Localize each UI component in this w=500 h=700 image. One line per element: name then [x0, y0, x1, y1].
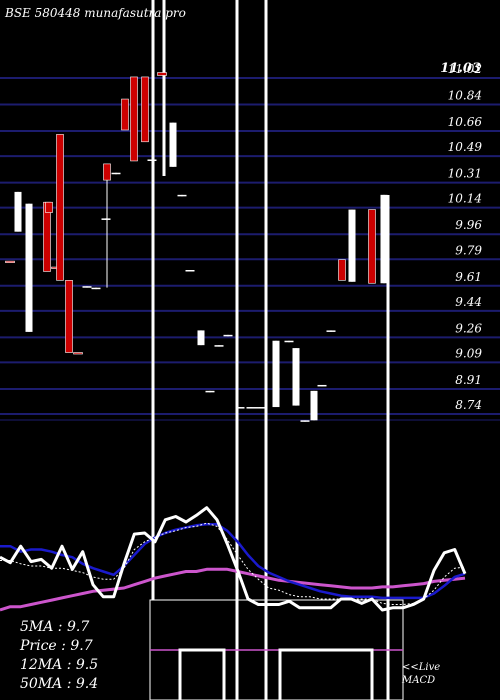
- candle-body: [45, 201, 53, 213]
- y-tick-label: 10.31: [448, 167, 482, 181]
- candle-body: [235, 407, 245, 409]
- candle-body: [5, 260, 15, 263]
- macd-bar: [278, 648, 374, 700]
- moving-averages: [0, 506, 467, 612]
- candle-body: [121, 98, 129, 131]
- candle-body: [130, 76, 138, 162]
- ma-slow-line: [0, 567, 466, 612]
- candle-body: [177, 194, 187, 197]
- y-tick-label: 10.49: [448, 140, 483, 154]
- legend-ma12: 12MA : 9.5: [20, 657, 98, 673]
- y-tick-label: 8.74: [455, 398, 482, 412]
- y-tick-label: 9.96: [455, 218, 482, 232]
- grid-lines: [0, 77, 500, 421]
- candle-body: [380, 194, 388, 284]
- candle-body: [317, 384, 327, 387]
- candle-body: [14, 191, 22, 232]
- candle-body: [284, 340, 294, 343]
- candle-body: [326, 330, 336, 332]
- legend-ma50: 50MA : 9.4: [20, 676, 98, 692]
- candle-body: [292, 348, 300, 406]
- macd-panel: [149, 599, 404, 700]
- y-tick-label: 8.91: [455, 373, 482, 387]
- candle-body: [91, 287, 101, 290]
- candle-body: [348, 209, 356, 282]
- y-tick-label: 9.61: [455, 270, 482, 284]
- candle-body: [300, 420, 310, 422]
- candle-body: [157, 72, 167, 76]
- y-tick-label: 10.14: [448, 192, 482, 206]
- candle-body: [205, 390, 215, 393]
- ma-fast-line: [0, 506, 467, 612]
- candle-body: [255, 407, 265, 409]
- legend-price: Price : 9.7: [19, 638, 93, 654]
- candle-body: [338, 259, 346, 281]
- candle-body: [223, 334, 233, 337]
- vertical-markers: [151, 0, 390, 700]
- y-tick-label: 10.84: [448, 89, 482, 103]
- candle-body: [73, 352, 83, 355]
- candle-body: [185, 270, 195, 272]
- candle-body: [368, 209, 376, 284]
- candle-body: [56, 134, 64, 281]
- candle-body: [111, 172, 121, 175]
- candle-body: [169, 122, 177, 167]
- legend: 5MA : 9.7 Price : 9.7 12MA : 9.5 50MA : …: [19, 619, 98, 692]
- y-tick-label: 9.79: [455, 243, 482, 257]
- candle-body: [82, 286, 92, 288]
- candle-body: [101, 218, 111, 220]
- candle-body: [147, 159, 157, 161]
- candle-body: [197, 330, 205, 346]
- candle-body: [272, 340, 280, 408]
- candle-body: [25, 203, 33, 332]
- macd-bar: [178, 648, 226, 700]
- candle-body: [246, 407, 256, 409]
- y-tick-label: 9.09: [455, 346, 482, 360]
- y-tick-label: 10.66: [448, 115, 483, 129]
- candle-body: [65, 280, 73, 353]
- y-axis-ticks: 11.02 10.84 10.66 10.49 10.31 10.14 9.96 9.79 9.…: [448, 62, 483, 412]
- candle-body: [214, 345, 224, 347]
- y-tick-label: 11.02: [448, 62, 482, 76]
- chart-title: BSE 580448 munafasutra.pro: [4, 6, 186, 20]
- candle-body: [103, 163, 111, 181]
- macd-label: <<Live MACD: [401, 662, 440, 686]
- legend-ma5: 5MA : 9.7: [20, 619, 89, 635]
- candles: [5, 72, 388, 422]
- y-tick-label: 9.44: [455, 295, 482, 309]
- last-price-label: 11.03: [440, 61, 481, 76]
- candle-body: [141, 76, 149, 143]
- y-tick-label: 9.26: [455, 321, 482, 335]
- candle-body: [310, 390, 318, 421]
